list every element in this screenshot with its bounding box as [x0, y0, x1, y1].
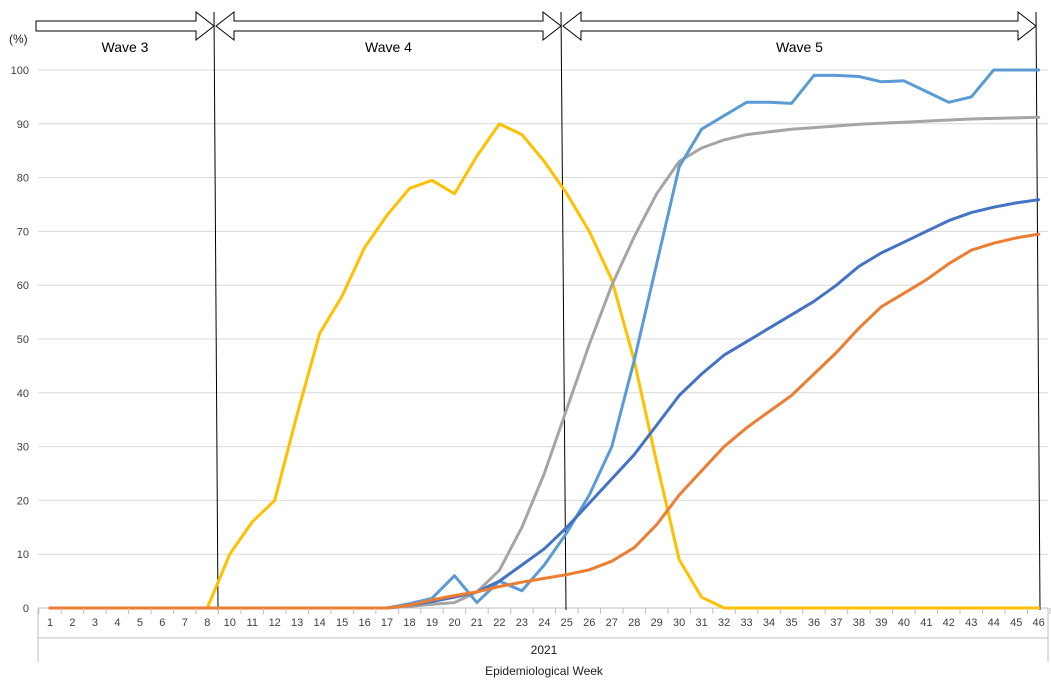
y-tick-label: 100: [11, 65, 29, 77]
wave-divider-line: [213, 11, 219, 611]
x-tick-label: 33: [740, 617, 752, 629]
wave-label-1: Wave 3: [102, 39, 149, 55]
wave-divider-line: [1035, 11, 1041, 611]
y-tick-label: 90: [17, 119, 29, 131]
x-tick-label: 41: [920, 617, 932, 629]
x-tick-label: 32: [718, 617, 730, 629]
x-tick-label: 34: [763, 617, 775, 629]
x-tick-label: 17: [381, 617, 393, 629]
x-tick-label: 14: [314, 617, 326, 629]
x-tick-label: 4: [114, 617, 120, 629]
x-axis: 1 2 3 4 5 6 7 8 10 11 12 13 14 15 16 17 18 19 20 21 22 23 24 25…: [37, 608, 1051, 662]
y-tick-label: 80: [17, 173, 29, 185]
wave-divider-line: [560, 11, 567, 611]
x-tick-label: 45: [1010, 617, 1022, 629]
wave-arrow-3: [562, 10, 1037, 42]
x-tick-label: 44: [988, 617, 1000, 629]
x-tick-label: 18: [403, 617, 415, 629]
wave-annotations: Wave 3 Wave 4 Wave 5: [35, 10, 1037, 55]
x-tick-label: 26: [583, 617, 595, 629]
y-axis-tick-labels: 0 10 20 30 40 50 60 70 80 90 100: [11, 65, 29, 615]
wave-dividers: [213, 11, 1041, 611]
x-tick-label: 30: [673, 617, 685, 629]
x-tick-label: 5: [137, 617, 143, 629]
x-tick-label: 16: [358, 617, 370, 629]
y-axis-label: (%): [9, 32, 28, 46]
y-tick-label: 60: [17, 280, 29, 292]
x-tick-label: 35: [785, 617, 797, 629]
x-tick-label: 19: [426, 617, 438, 629]
x-tick-label: 13: [291, 617, 303, 629]
x-axis-title: Epidemiological Week: [485, 664, 604, 678]
x-tick-label: 36: [808, 617, 820, 629]
y-tick-label: 30: [17, 442, 29, 454]
x-tick-label: 23: [516, 617, 528, 629]
x-tick-label: 7: [182, 617, 188, 629]
series-line-2: [48, 115, 1041, 610]
x-tick-label: 31: [696, 617, 708, 629]
x-tick-label: 10: [224, 617, 236, 629]
x-tick-label: 42: [943, 617, 955, 629]
x-tick-label: 20: [448, 617, 460, 629]
wave-arrow-2: [215, 10, 562, 42]
x-tick-label: 27: [606, 617, 618, 629]
series-line-5: [48, 232, 1041, 610]
x-tick-label: 38: [853, 617, 865, 629]
x-tick-label: 22: [493, 617, 505, 629]
series-line-1: [48, 122, 1041, 610]
y-tick-label: 50: [17, 334, 29, 346]
x-tick-label: 25: [561, 617, 573, 629]
x-tick-label: 37: [830, 617, 842, 629]
x-tick-label: 40: [898, 617, 910, 629]
x-tick-label: 11: [247, 617, 258, 629]
x-tick-label: 21: [471, 617, 483, 629]
data-series: [48, 68, 1041, 610]
x-tick-label: 46: [1033, 617, 1045, 629]
x-tick-label: 39: [875, 617, 887, 629]
x-tick-label: 12: [269, 617, 281, 629]
x-tick-label: 29: [651, 617, 663, 629]
wave-arrow-1: [35, 10, 215, 42]
y-tick-label: 20: [17, 495, 29, 507]
y-tick-label: 40: [17, 388, 29, 400]
x-tick-label: 6: [159, 617, 165, 629]
y-tick-label: 0: [23, 603, 29, 615]
x-tick-label: 2: [69, 617, 75, 629]
x-tick-label: 43: [965, 617, 977, 629]
x-tick-label: 15: [336, 617, 348, 629]
wave-label-3: Wave 5: [776, 39, 823, 55]
gridlines: [38, 69, 1048, 609]
series-line-4: [48, 198, 1041, 610]
x-axis-year: 2021: [531, 643, 558, 657]
wave-label-2: Wave 4: [365, 39, 412, 55]
x-tick-label: 1: [47, 617, 53, 629]
x-tick-label: 24: [538, 617, 550, 629]
y-tick-label: 70: [17, 226, 29, 238]
x-tick-label: 3: [92, 617, 98, 629]
x-tick-label: 28: [628, 617, 640, 629]
y-tick-label: 10: [17, 549, 29, 561]
x-tick-label: 8: [204, 617, 210, 629]
